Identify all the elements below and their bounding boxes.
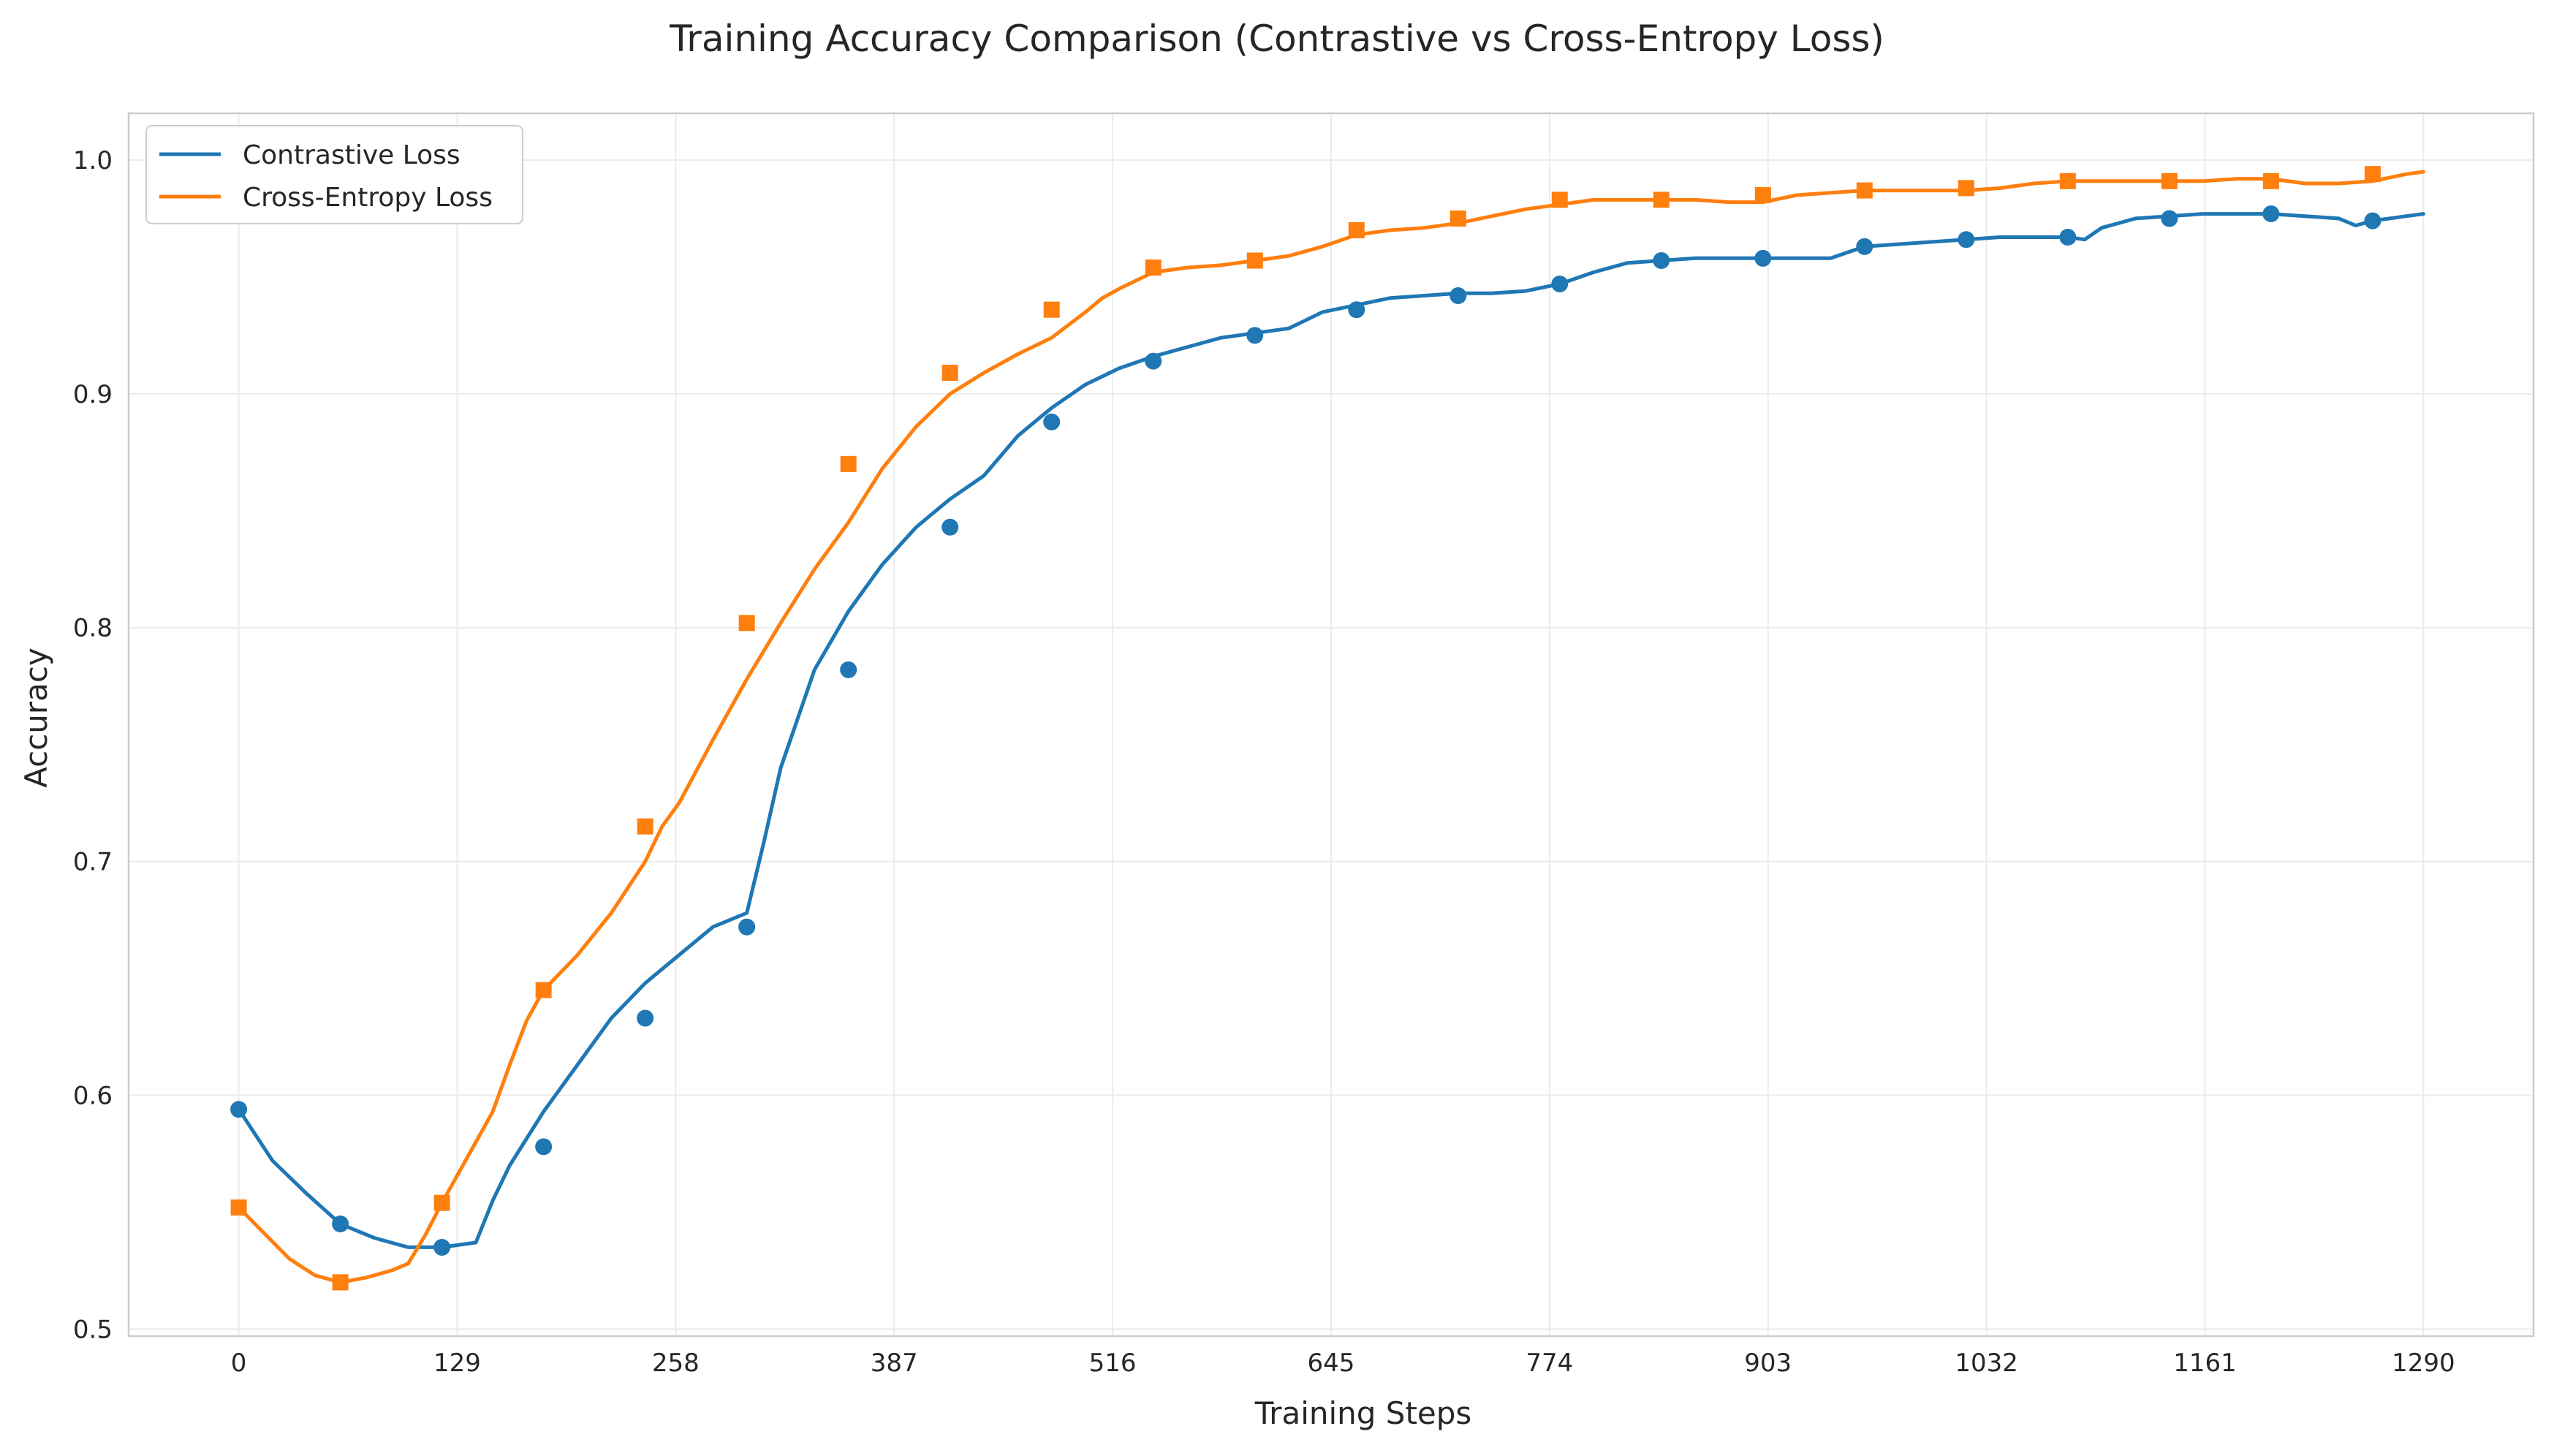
legend-label-contrastive: Contrastive Loss bbox=[243, 140, 461, 170]
series-line-contrastive bbox=[237, 212, 2425, 1249]
data-point-contrastive bbox=[433, 1238, 451, 1256]
data-point-cross-entropy bbox=[1246, 252, 1263, 269]
legend-box bbox=[145, 125, 523, 224]
data-point-cross-entropy bbox=[2262, 172, 2279, 189]
data-point-contrastive bbox=[332, 1215, 349, 1232]
x-tick-label: 645 bbox=[1308, 1349, 1355, 1378]
data-point-cross-entropy bbox=[230, 1199, 247, 1216]
data-point-cross-entropy bbox=[1348, 221, 1365, 238]
data-point-cross-entropy bbox=[1856, 182, 1873, 199]
x-tick-label: 387 bbox=[871, 1349, 918, 1378]
data-point-contrastive bbox=[1145, 352, 1162, 370]
y-tick-label: 0.8 bbox=[73, 614, 113, 643]
data-point-cross-entropy bbox=[840, 455, 857, 472]
x-tick-label: 0 bbox=[231, 1349, 247, 1378]
x-tick-label: 516 bbox=[1089, 1349, 1137, 1378]
y-tick-label: 0.7 bbox=[73, 848, 113, 877]
data-point-cross-entropy bbox=[1958, 180, 1974, 197]
x-tick-label: 903 bbox=[1744, 1349, 1792, 1378]
data-point-contrastive bbox=[637, 1009, 654, 1027]
data-point-contrastive bbox=[840, 661, 857, 678]
data-point-contrastive bbox=[2161, 210, 2178, 227]
data-point-contrastive bbox=[1043, 413, 1061, 431]
data-point-contrastive bbox=[1348, 301, 1365, 319]
data-point-contrastive bbox=[1246, 327, 1264, 344]
data-point-cross-entropy bbox=[1145, 259, 1162, 276]
data-point-cross-entropy bbox=[941, 365, 958, 382]
plot-frame bbox=[127, 112, 2535, 1338]
grid-lines bbox=[129, 113, 2534, 1336]
data-point-cross-entropy bbox=[1450, 210, 1466, 227]
data-point-cross-entropy bbox=[637, 818, 653, 835]
series-line-cross-entropy bbox=[237, 170, 2425, 1284]
x-tick-label: 258 bbox=[652, 1349, 700, 1378]
data-point-contrastive bbox=[2059, 229, 2077, 246]
legend-label-cross-entropy: Cross-Entropy Loss bbox=[243, 183, 493, 213]
y-tick-label: 0.6 bbox=[73, 1082, 113, 1111]
data-point-contrastive bbox=[230, 1101, 248, 1118]
data-point-cross-entropy bbox=[1551, 192, 1568, 208]
data-point-cross-entropy bbox=[2364, 166, 2381, 183]
y-tick-label: 1.0 bbox=[73, 146, 113, 175]
data-point-contrastive bbox=[1856, 238, 1873, 255]
chart-title: Training Accuracy Comparison (Contrastiv… bbox=[669, 18, 1884, 60]
y-axis-label: Accuracy bbox=[18, 648, 54, 788]
data-point-contrastive bbox=[1450, 287, 1467, 305]
tick-labels: 0 129 258 387 516 645 774 903 1032 1161 1290 0.5 0.6… bbox=[73, 146, 2455, 1378]
data-point-cross-entropy bbox=[1653, 192, 1670, 208]
data-point-cross-entropy bbox=[332, 1274, 349, 1291]
data-point-cross-entropy bbox=[433, 1194, 450, 1211]
data-point-contrastive bbox=[1653, 252, 1670, 270]
x-tick-label: 774 bbox=[1526, 1349, 1573, 1378]
data-point-cross-entropy bbox=[2059, 172, 2076, 189]
data-point-contrastive bbox=[941, 518, 959, 536]
data-point-cross-entropy bbox=[535, 982, 552, 998]
data-point-contrastive bbox=[738, 918, 756, 936]
data-point-contrastive bbox=[2262, 205, 2280, 223]
x-tick-label: 1290 bbox=[2392, 1349, 2455, 1378]
data-point-contrastive bbox=[2364, 212, 2381, 230]
x-axis-label: Training Steps bbox=[1254, 1395, 1472, 1431]
data-point-contrastive bbox=[1754, 249, 1772, 267]
plot-area bbox=[127, 112, 2535, 1338]
x-tick-label: 1032 bbox=[1955, 1349, 2018, 1378]
data-point-contrastive bbox=[535, 1138, 553, 1156]
series-layer bbox=[230, 166, 2425, 1291]
y-tick-label: 0.5 bbox=[73, 1315, 113, 1344]
data-point-cross-entropy bbox=[1754, 186, 1771, 203]
x-tick-label: 129 bbox=[433, 1349, 481, 1378]
data-point-cross-entropy bbox=[738, 615, 755, 632]
y-tick-label: 0.9 bbox=[73, 380, 113, 409]
x-tick-label: 1161 bbox=[2173, 1349, 2237, 1378]
data-point-contrastive bbox=[1958, 231, 1975, 249]
legend: Contrastive Loss Cross-Entropy Loss bbox=[145, 125, 523, 224]
data-point-cross-entropy bbox=[2161, 172, 2178, 189]
data-point-contrastive bbox=[1551, 276, 1569, 293]
data-point-cross-entropy bbox=[1043, 301, 1060, 318]
